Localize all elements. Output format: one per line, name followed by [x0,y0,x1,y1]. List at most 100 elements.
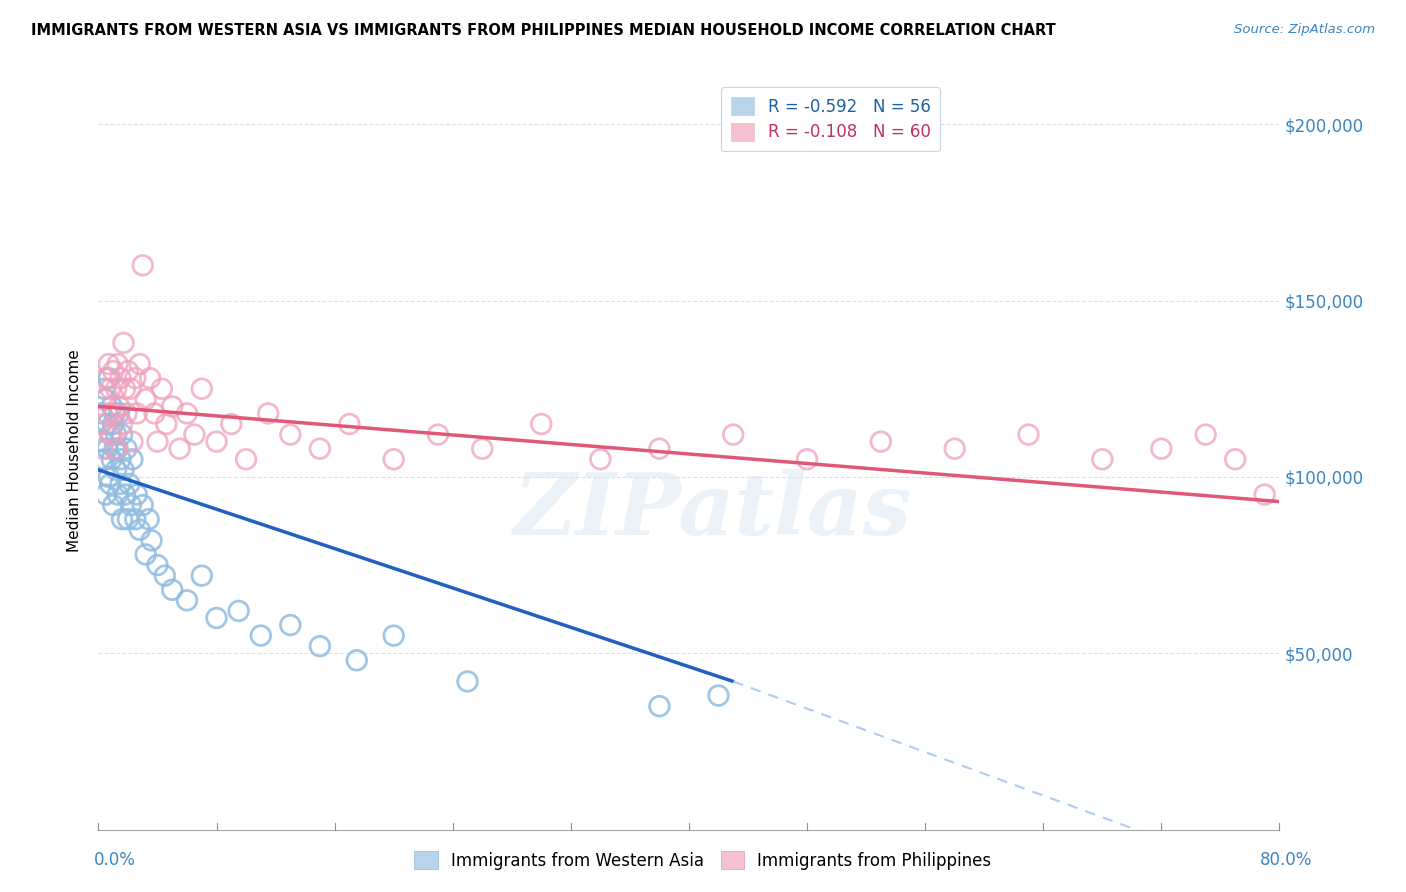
Point [118,477,141,491]
Point [105,382,128,396]
Point [115,406,138,420]
Point [1195,427,1218,442]
Point [191,382,214,396]
Point [107,487,129,501]
Point [1254,487,1277,501]
Point [90,406,112,420]
Point [105,463,128,477]
Point [98,477,121,491]
Point [132,498,155,512]
Point [104,442,127,456]
Point [339,417,361,431]
Point [107,357,129,371]
Point [870,434,893,449]
Point [121,434,143,449]
Point [176,406,198,420]
Point [110,452,132,467]
Point [382,629,405,643]
Point [228,604,250,618]
Point [120,498,142,512]
Point [97,371,120,385]
Point [155,417,177,431]
Point [115,442,138,456]
Point [169,442,191,456]
Point [97,470,120,484]
Point [110,371,132,385]
Point [91,442,114,456]
Point [128,357,150,371]
Point [235,452,257,467]
Point [114,382,136,396]
Point [100,400,122,414]
Y-axis label: Median Household Income: Median Household Income [67,349,83,552]
Point [121,452,143,467]
Point [141,533,163,548]
Point [138,512,160,526]
Point [90,417,112,431]
Point [100,452,122,467]
Point [111,417,134,431]
Point [110,477,132,491]
Point [205,434,228,449]
Point [125,487,148,501]
Point [94,487,117,501]
Point [112,463,135,477]
Point [100,427,122,442]
Point [457,674,479,689]
Point [707,689,730,703]
Point [108,400,131,414]
Point [104,406,127,420]
Point [153,568,176,582]
Point [146,434,169,449]
Legend: Immigrants from Western Asia, Immigrants from Philippines: Immigrants from Western Asia, Immigrants… [408,845,998,877]
Point [93,452,115,467]
Point [162,582,183,597]
Point [107,442,129,456]
Point [94,371,117,385]
Point [91,434,114,449]
Point [723,427,745,442]
Point [471,442,494,456]
Point [1225,452,1247,467]
Point [943,442,966,456]
Point [105,442,128,456]
Point [205,611,228,625]
Point [98,382,121,396]
Point [143,406,166,420]
Point [1018,427,1040,442]
Point [221,417,243,431]
Point [796,452,818,467]
Point [1150,442,1173,456]
Text: 80.0%: 80.0% [1260,851,1312,869]
Point [104,406,127,420]
Point [250,629,273,643]
Point [191,568,214,582]
Point [309,639,332,653]
Point [96,406,118,420]
Point [146,558,169,572]
Point [257,406,280,420]
Point [96,442,118,456]
Point [530,417,553,431]
Point [103,417,125,431]
Point [135,548,157,562]
Text: 0.0%: 0.0% [94,851,136,869]
Point [103,498,125,512]
Point [112,335,135,350]
Point [132,258,155,272]
Point [96,417,118,431]
Point [183,427,205,442]
Point [117,364,139,378]
Point [346,653,368,667]
Point [111,512,134,526]
Point [589,452,612,467]
Point [105,427,128,442]
Point [150,382,173,396]
Point [135,392,157,407]
Point [111,427,134,442]
Point [117,512,139,526]
Point [94,392,117,407]
Point [162,400,183,414]
Point [103,364,125,378]
Point [124,371,146,385]
